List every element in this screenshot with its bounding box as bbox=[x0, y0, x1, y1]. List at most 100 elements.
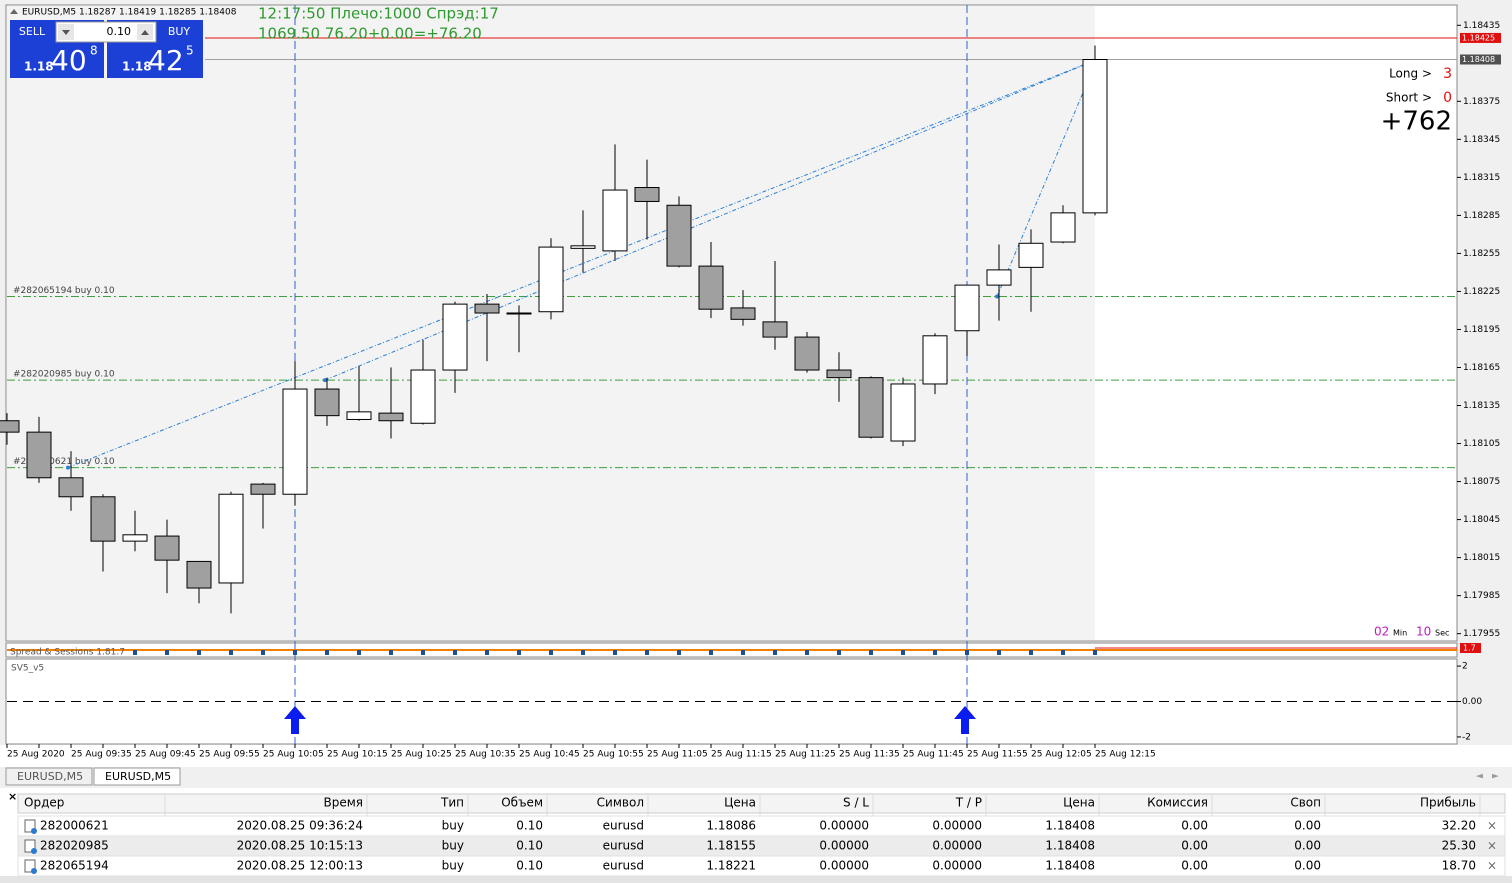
spread-value: 1.7 bbox=[1463, 644, 1476, 653]
column-header[interactable]: Комиссия bbox=[1147, 796, 1208, 810]
column-header[interactable]: Цена bbox=[1063, 796, 1095, 810]
x-tick-label: 25 Aug 12:15 bbox=[1095, 750, 1156, 760]
chart-tab[interactable] bbox=[5, 767, 93, 786]
column-header[interactable]: Символ bbox=[597, 796, 644, 810]
session-dot bbox=[997, 650, 1001, 655]
close-order[interactable]: × bbox=[1487, 819, 1497, 833]
column-header[interactable]: T / P bbox=[955, 796, 982, 810]
ask-prefix: 1.18 bbox=[122, 60, 152, 74]
candle-body bbox=[890, 383, 916, 442]
timer-sec: 10 bbox=[1416, 625, 1431, 639]
order-cell: 0.00 bbox=[1181, 819, 1208, 833]
session-dot bbox=[805, 650, 809, 655]
order-icon bbox=[24, 839, 36, 853]
session-dot bbox=[325, 650, 329, 655]
x-tick-label: 25 Aug 10:35 bbox=[455, 750, 516, 760]
tab-next[interactable]: ► bbox=[1492, 772, 1499, 782]
order-cell: 2020.08.25 10:15:13 bbox=[237, 839, 363, 853]
y-tick-label: 1.18315 bbox=[1463, 173, 1500, 183]
candle-body bbox=[250, 483, 276, 495]
session-dot bbox=[549, 650, 553, 655]
info-line: 1069.50 76.20+0.00=+76.20 bbox=[258, 25, 482, 43]
session-dot bbox=[741, 650, 745, 655]
session-dot bbox=[421, 650, 425, 655]
signal-arrow bbox=[954, 706, 976, 734]
column-header[interactable]: Прибыль bbox=[1420, 796, 1476, 810]
candle-body bbox=[634, 187, 660, 202]
order-row[interactable] bbox=[17, 855, 1506, 877]
candle-body bbox=[314, 388, 340, 417]
lot-input[interactable] bbox=[55, 21, 157, 43]
candle-body bbox=[698, 265, 724, 310]
short-label: Short > bbox=[1386, 91, 1432, 105]
column-header[interactable]: Ордер bbox=[24, 796, 64, 810]
y-tick-label: 1.17985 bbox=[1463, 591, 1500, 601]
session-dot bbox=[613, 650, 617, 655]
chart-tab-label[interactable]: EURUSD,M5 bbox=[17, 770, 83, 783]
column-header[interactable]: Объем bbox=[501, 796, 543, 810]
order-cell: 0.00 bbox=[1294, 839, 1321, 853]
price-label-box bbox=[1460, 32, 1501, 43]
order-cell: eurusd bbox=[603, 859, 644, 873]
order-cell: 0.00 bbox=[1181, 859, 1208, 873]
sv5-label: SV5_v5 bbox=[11, 664, 44, 674]
column-header[interactable]: Тип bbox=[440, 796, 464, 810]
ask-big: 42 bbox=[148, 44, 184, 77]
balance-row bbox=[0, 876, 1512, 883]
candle-body bbox=[794, 336, 820, 371]
tab-prev[interactable]: ◄ bbox=[1476, 772, 1483, 782]
entry-point bbox=[995, 294, 999, 299]
session-dot bbox=[357, 650, 361, 655]
x-tick-label: 25 Aug 12:05 bbox=[1031, 750, 1092, 760]
y-tick-label: 1.17955 bbox=[1463, 629, 1500, 639]
plot-history-bg bbox=[7, 6, 1095, 640]
order-cell: 0.00000 bbox=[819, 859, 869, 873]
tab-bar bbox=[0, 768, 1512, 786]
close-order[interactable]: × bbox=[1487, 839, 1497, 853]
price-label: 1.18408 bbox=[1462, 55, 1495, 64]
candle-body bbox=[378, 412, 404, 422]
column-header[interactable]: S / L bbox=[843, 796, 869, 810]
symbol-info: EURUSD,M5 1.18287 1.18419 1.18285 1.1840… bbox=[22, 8, 237, 18]
order-cell: 0.10 bbox=[516, 859, 543, 873]
total-points: +762 bbox=[1381, 107, 1452, 137]
y-tick-label: 1.18195 bbox=[1463, 325, 1500, 335]
order-label: #282000621 buy 0.10 bbox=[13, 457, 115, 467]
session-dot bbox=[581, 650, 585, 655]
candle-body bbox=[410, 369, 436, 424]
collapse-icon[interactable] bbox=[10, 9, 18, 14]
x-tick-label: 25 Aug 11:55 bbox=[967, 750, 1028, 760]
y-tick-label: 1.18135 bbox=[1463, 401, 1500, 411]
x-tick-label: 25 Aug 09:45 bbox=[135, 750, 196, 760]
sell-button[interactable]: SELL bbox=[19, 25, 46, 38]
chart-tab-label[interactable]: EURUSD,M5 bbox=[105, 770, 171, 783]
x-tick-label: 25 Aug 10:45 bbox=[519, 750, 580, 760]
x-tick-label: 25 Aug 09:55 bbox=[199, 750, 260, 760]
signal-arrow bbox=[284, 706, 306, 734]
spread-label: Spread & Sessions 1.81.7 bbox=[10, 648, 125, 658]
bid-small: 8 bbox=[90, 44, 98, 58]
candle-body bbox=[762, 321, 788, 338]
column-header[interactable]: Время bbox=[323, 796, 363, 810]
order-cell: buy bbox=[442, 819, 464, 833]
close-terminal[interactable]: × bbox=[8, 790, 17, 803]
session-dot bbox=[773, 650, 777, 655]
sv5-tick-label: 2 bbox=[1462, 662, 1468, 672]
column-header[interactable]: Своп bbox=[1290, 796, 1321, 810]
y-tick-label: 1.18255 bbox=[1463, 249, 1500, 259]
candle-body bbox=[0, 420, 20, 433]
close-order[interactable]: × bbox=[1487, 859, 1497, 873]
order-cell: 0.00 bbox=[1294, 819, 1321, 833]
arrow-down bbox=[62, 30, 70, 35]
buy-button[interactable]: BUY bbox=[168, 25, 191, 38]
candle-body bbox=[570, 245, 596, 249]
time-axis-bg bbox=[0, 745, 1512, 767]
order-cell: 0.00 bbox=[1181, 839, 1208, 853]
column-header[interactable]: Цена bbox=[724, 796, 756, 810]
x-tick-label: 25 Aug 09:35 bbox=[71, 750, 132, 760]
chart-tab[interactable] bbox=[93, 767, 181, 786]
long-value: 3 bbox=[1443, 66, 1452, 82]
x-tick-label: 25 Aug 10:05 bbox=[263, 750, 324, 760]
bid-prefix: 1.18 bbox=[24, 60, 54, 74]
